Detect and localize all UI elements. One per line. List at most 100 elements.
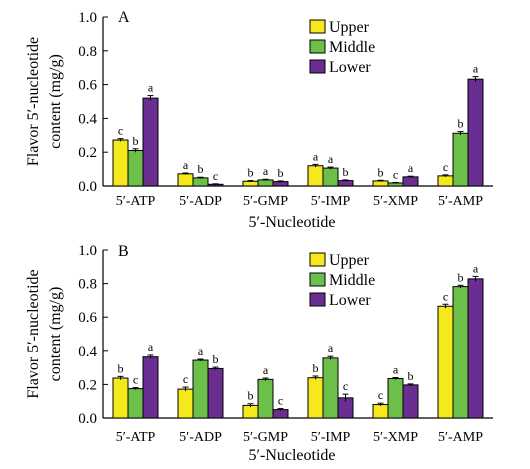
y-tick-label: 0.8 [78,277,97,293]
significance-letter: b [278,166,284,180]
y-tick-label: 0.0 [78,179,97,195]
significance-letter: a [263,363,269,377]
significance-letter: a [473,62,479,76]
category-label: 5′-GMP [243,430,288,445]
bar-lower [142,97,159,187]
y-tick-label: 0.6 [78,310,97,326]
significance-letter: b [248,166,254,180]
panel-label: B [118,243,129,260]
significance-letter: b [118,361,124,375]
legend-swatch-middle [309,39,326,54]
y-tick-label: 1.0 [78,243,97,259]
category-label: 5′-XMP [373,194,418,209]
bar-upper [177,388,194,419]
bar-lower [337,180,354,187]
bar-middle [192,359,209,419]
significance-letter: b [213,352,219,366]
significance-letter: a [148,340,154,354]
bar-upper [242,404,259,419]
bar-middle [257,378,274,419]
significance-letter: c [183,372,188,386]
significance-letter: a [313,149,319,163]
significance-letter: b [313,361,319,375]
significance-letter: c [443,160,448,174]
legend-swatch-upper [309,252,326,267]
significance-letter: b [408,369,414,383]
category-label: 5′-IMP [311,430,351,445]
category-label: 5′-AMP [438,194,483,209]
legend-label-lower: Lower [329,292,371,309]
bar-upper [307,165,324,187]
bar-lower [272,409,289,419]
significance-letter: c [213,169,218,183]
significance-letter: b [133,134,139,148]
panel-label: A [118,9,130,26]
bar-middle [192,177,209,187]
y-tick-label: 1.0 [78,10,97,26]
significance-letter: a [198,344,204,358]
significance-letter: a [183,158,189,172]
y-tick-label: 0.0 [78,411,97,427]
significance-letter: a [328,341,334,355]
bar-middle [452,132,469,187]
legend-swatch-upper [309,19,326,34]
bar-lower [467,78,484,187]
bar-upper [307,377,324,419]
bar-lower [142,356,159,419]
y-tick-label: 0.4 [78,344,97,360]
category-label: 5′-XMP [373,430,418,445]
bar-upper [177,173,194,187]
bar-middle [127,388,144,419]
bar-middle [322,167,339,187]
bar-middle [322,357,339,419]
bar-upper [112,377,129,419]
category-label: 5′-IMP [311,194,351,209]
significance-letter: b [458,270,464,284]
significance-letter: c [393,167,398,181]
bar-lower [467,278,484,419]
legend: Upper Middle Lower [309,252,375,309]
significance-letter: a [473,261,479,275]
significance-letter: a [263,164,269,178]
category-label: 5′-ADP [179,194,222,209]
significance-letter: c [278,394,283,408]
bar-upper [112,139,129,187]
bar-middle [452,286,469,419]
legend-swatch-lower [309,292,326,307]
y-tick-label: 0.6 [78,78,97,94]
significance-letter: b [248,389,254,403]
significance-letter: a [148,81,154,95]
y-tick-label: 0.4 [78,111,97,127]
bar-upper [372,180,389,187]
bar-lower [402,176,419,187]
significance-letter: c [378,388,383,402]
x-axis-title: 5′-Nucleotide [248,447,335,464]
category-label: 5′-ADP [179,430,222,445]
chart-panel-b: 0.00.20.40.60.81.0 Bbca5′-ATPcab5′-ADPbac… [25,243,493,464]
bar-upper [437,175,454,187]
bar-middle [257,179,274,187]
legend-label-lower: Lower [329,59,371,76]
significance-letter: b [343,165,349,179]
legend-label-middle: Middle [329,272,375,289]
bar-lower [207,367,224,419]
category-label: 5′-GMP [243,194,288,209]
bar-upper [437,305,454,419]
significance-letter: b [458,117,464,131]
legend-label-upper: Upper [329,19,370,36]
y-tick-label: 0.2 [78,145,97,161]
significance-letter: a [393,363,399,377]
bar-middle [127,150,144,187]
y-tick-label: 0.8 [78,44,97,60]
bar-upper [242,180,259,187]
legend-label-middle: Middle [329,39,375,56]
significance-letter: c [118,124,123,138]
significance-letter: c [133,373,138,387]
category-label: 5′-ATP [116,430,156,445]
y-tick-label: 0.2 [78,377,97,393]
significance-letter: a [328,152,334,166]
bar-lower [402,384,419,419]
significance-letter: c [443,289,448,303]
significance-letter: a [408,161,414,175]
